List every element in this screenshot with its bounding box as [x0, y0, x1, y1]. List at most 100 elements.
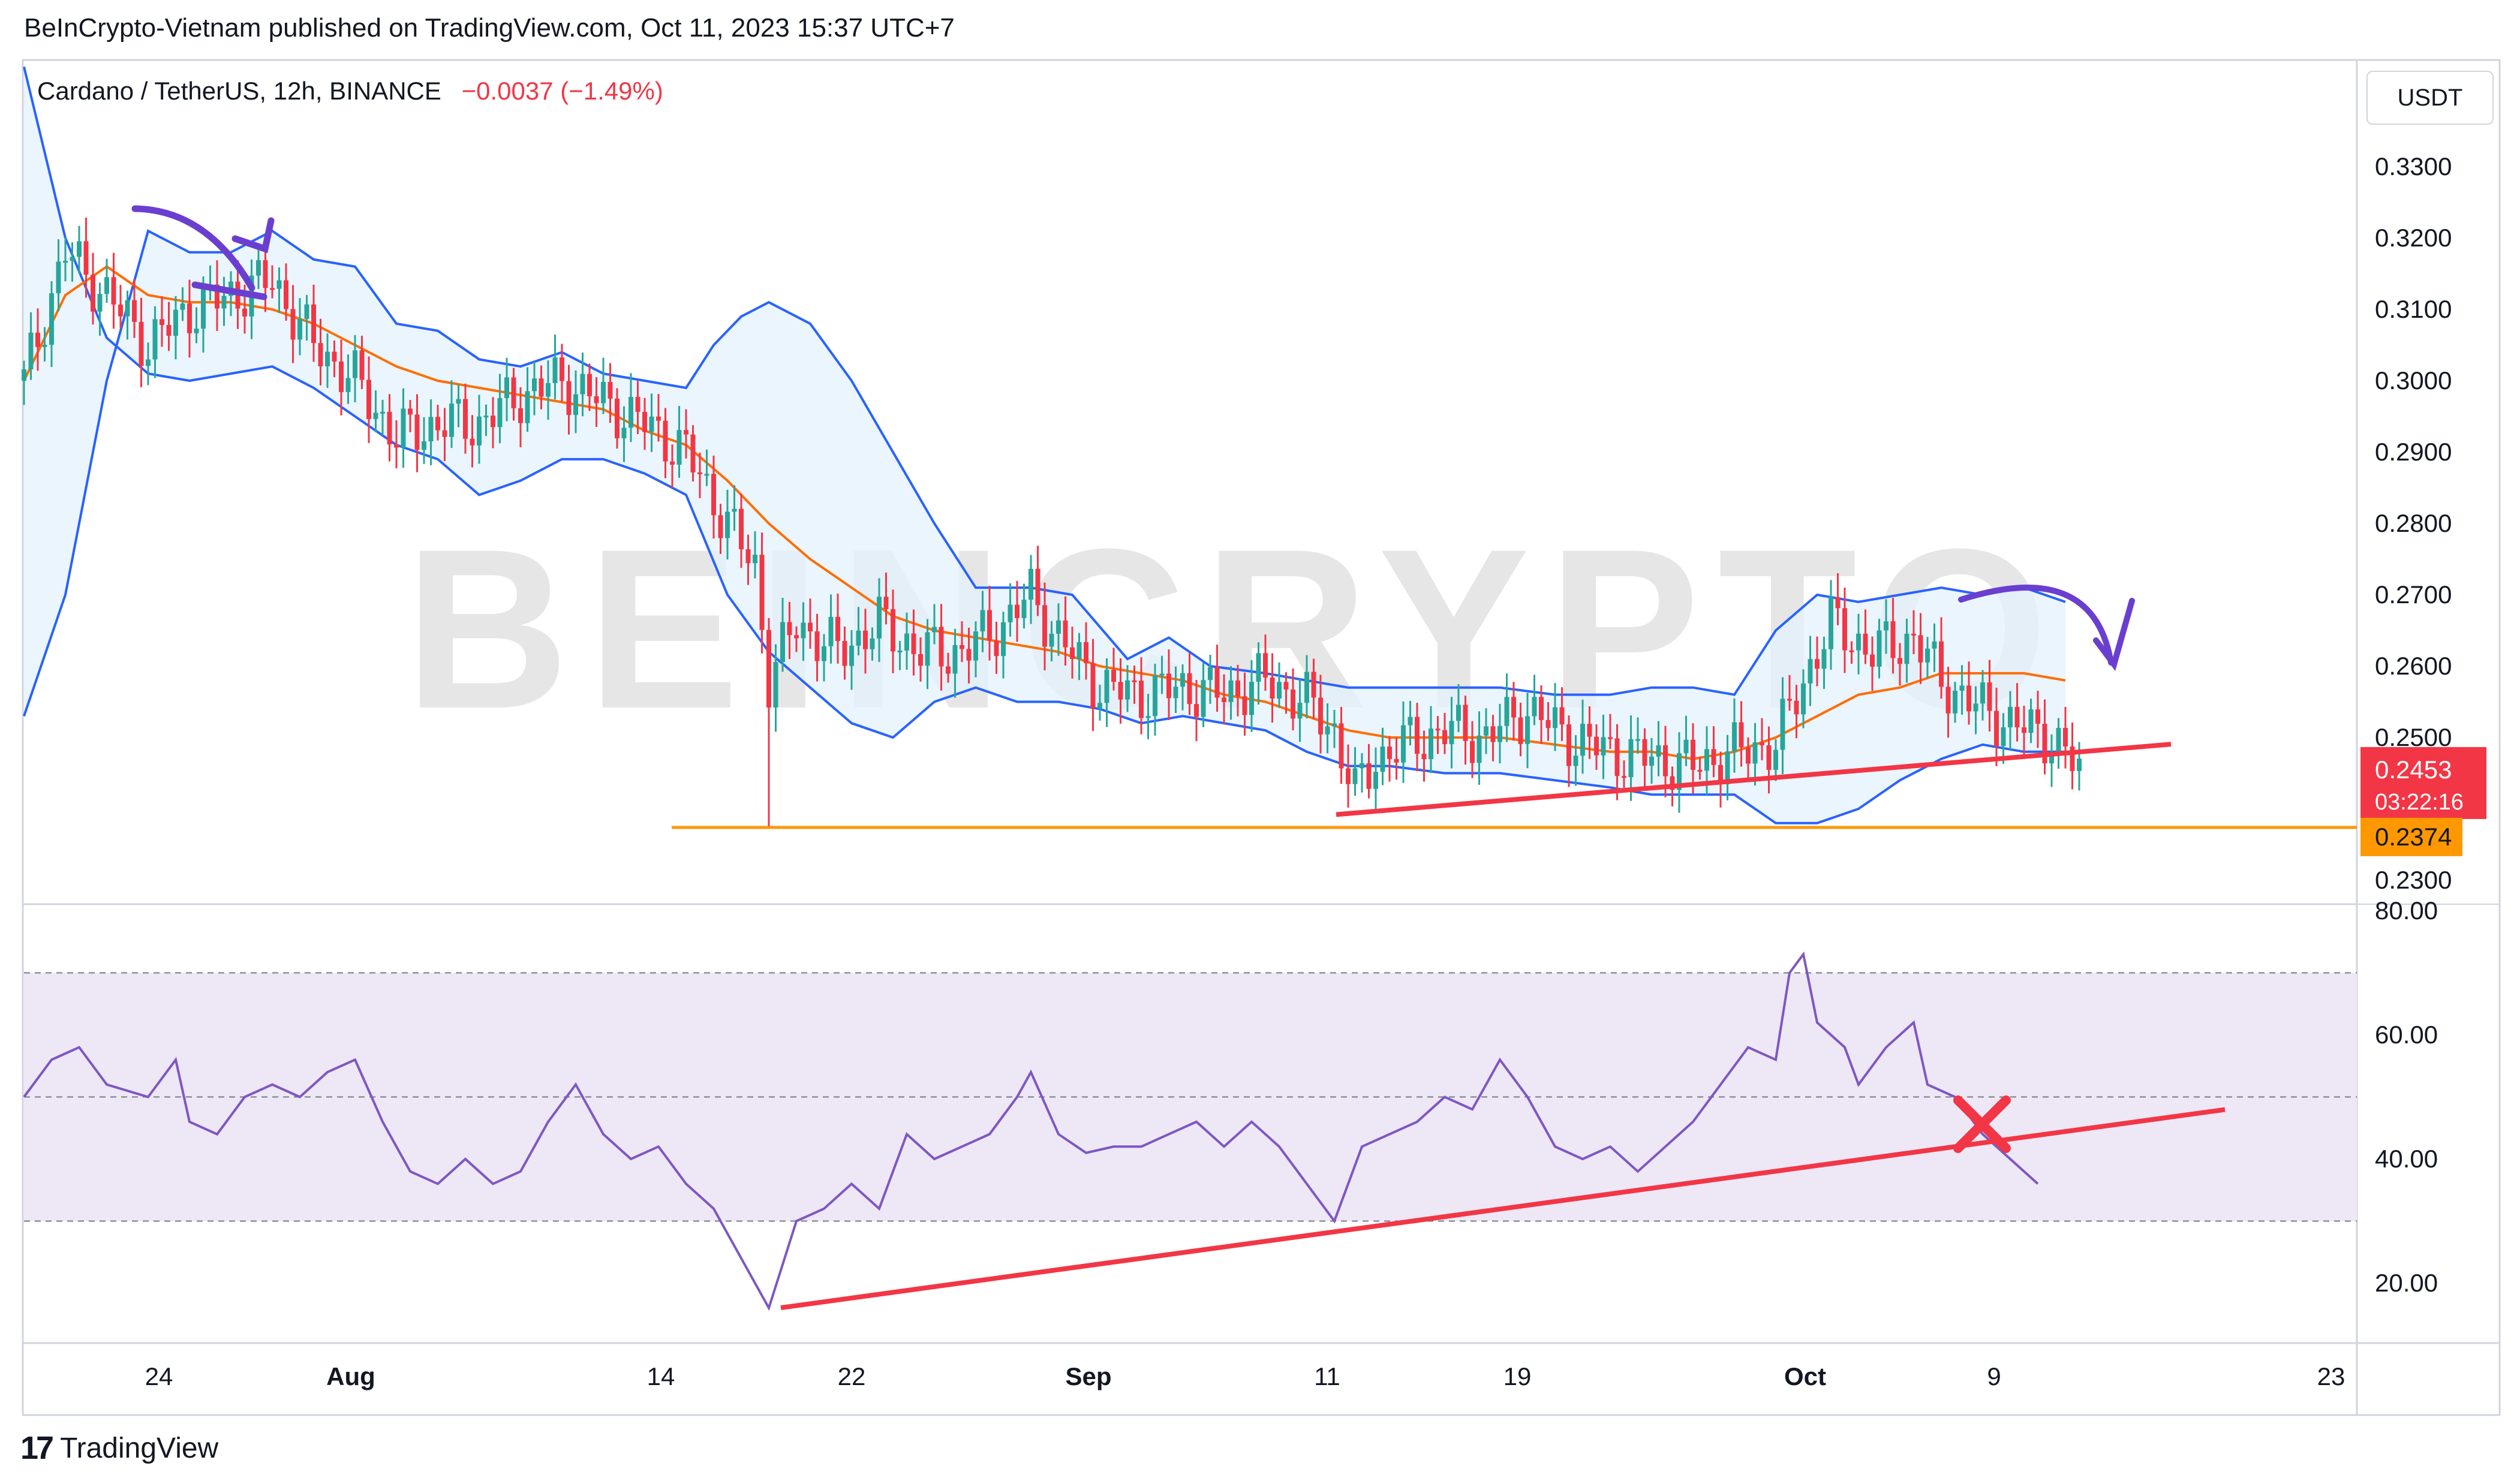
candle: [780, 598, 785, 672]
candle-body: [649, 416, 654, 432]
rsi-tick-label: 20.00: [2375, 1269, 2438, 1297]
price-tick-label: 0.2700: [2375, 580, 2452, 609]
candle: [1773, 739, 1778, 781]
candle-body: [1877, 630, 1882, 667]
rsi-line: [23, 951, 2039, 1311]
candle-body: [1401, 725, 1406, 763]
support-price-label: 0.2374: [2375, 823, 2452, 851]
time-tick-label: 9: [1987, 1362, 2001, 1390]
candle-body: [1849, 650, 1854, 652]
candle-body: [718, 515, 723, 538]
candle-body: [856, 630, 861, 646]
candle: [1890, 597, 1896, 674]
candle-body: [1897, 658, 1902, 664]
candle-body: [187, 303, 192, 333]
candle-body: [1704, 749, 1709, 771]
candle: [42, 327, 47, 362]
candle: [353, 335, 357, 402]
candle-body: [1608, 737, 1613, 739]
candle: [366, 356, 371, 443]
candle-body: [1835, 597, 1841, 609]
candle-body: [1352, 768, 1358, 784]
candle-body: [1408, 717, 1413, 726]
symbol-legend[interactable]: Cardano / TetherUS, 12h, BINANCE −0.0037…: [37, 77, 663, 106]
candle-body: [911, 633, 916, 654]
candle-body: [297, 318, 302, 340]
candle: [1808, 636, 1813, 706]
candle-body: [704, 474, 709, 476]
candle: [1539, 685, 1544, 745]
candle: [1214, 645, 1220, 712]
candle-body: [1518, 717, 1523, 744]
candle-body: [1173, 687, 1178, 699]
candle-body: [1008, 604, 1013, 622]
candle: [1159, 655, 1165, 694]
candle: [1649, 738, 1654, 784]
price-tick-label: 0.3200: [2375, 224, 2452, 252]
candle: [1801, 669, 1806, 729]
price-axis[interactable]: 0.3300 0.3200 0.3100 0.3000 0.2900 0.2800 0.27…: [2360, 152, 2486, 1297]
candle: [1332, 709, 1337, 748]
candle: [483, 404, 489, 437]
candle-body: [1242, 696, 1247, 715]
candle-body: [2022, 727, 2026, 733]
candle-body: [587, 374, 592, 396]
candle-body: [477, 416, 482, 445]
candle: [1580, 699, 1585, 774]
candle-body: [1490, 726, 1496, 742]
candle: [690, 425, 696, 481]
candle-body: [684, 430, 688, 435]
candle-body: [1201, 680, 1206, 717]
candle-body: [304, 304, 309, 319]
candle: [470, 415, 475, 468]
candle: [670, 444, 675, 488]
candle-body: [49, 293, 54, 345]
time-tick-label: 24: [145, 1362, 173, 1390]
candle: [891, 589, 895, 673]
candle-body: [2070, 746, 2075, 771]
price-tick-label: 0.2300: [2375, 866, 2452, 894]
candle-body: [690, 434, 696, 472]
candle-body: [1311, 672, 1316, 698]
time-tick-label: 14: [647, 1362, 675, 1390]
candle-body: [1622, 776, 1626, 778]
candle: [897, 640, 903, 670]
candle: [1470, 721, 1475, 778]
candle-body: [1029, 568, 1033, 600]
candle-body: [1601, 737, 1606, 755]
tradingview-logo-text: TradingView: [60, 1432, 219, 1464]
price-change: −0.0037 (−1.49%): [461, 77, 663, 105]
candle: [656, 393, 661, 442]
candle: [1076, 633, 1082, 681]
candle-body: [104, 277, 109, 294]
candle-body: [166, 324, 172, 336]
candle-body: [1063, 620, 1068, 648]
candle-body: [1263, 653, 1268, 678]
time-axis[interactable]: 24 Aug 14 22 Sep 11 19 Oct 9 23: [145, 1362, 2345, 1390]
candle-body: [1525, 716, 1530, 744]
candle-body: [1049, 633, 1054, 647]
candle-body: [449, 404, 454, 437]
candle-body: [263, 260, 268, 288]
candle-body: [373, 413, 378, 419]
candle-body: [711, 474, 716, 516]
candle: [725, 489, 730, 560]
candle-body: [2028, 709, 2034, 733]
candle-body: [1732, 722, 1737, 752]
rsi-tick-label: 60.00: [2375, 1021, 2438, 1049]
candle: [359, 335, 365, 390]
candle-body: [1111, 670, 1116, 682]
candle-body: [1945, 687, 1951, 714]
candle: [187, 279, 192, 358]
candle-body: [952, 645, 958, 674]
currency-button[interactable]: USDT: [2366, 71, 2494, 125]
candle-body: [1132, 680, 1137, 682]
candle: [180, 287, 185, 321]
candle: [1401, 701, 1406, 783]
candle: [1760, 718, 1764, 761]
candle-body: [822, 646, 826, 661]
candle-body: [980, 610, 985, 632]
bollinger-lower-line: [23, 66, 2065, 824]
tradingview-logo[interactable]: 17 TradingView: [20, 1429, 218, 1467]
